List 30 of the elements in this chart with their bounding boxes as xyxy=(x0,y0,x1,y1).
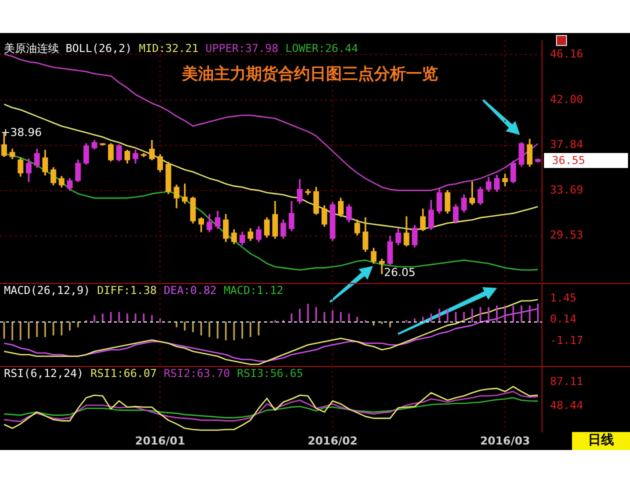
y-tick-label: 48.44 xyxy=(550,399,584,412)
y-tick-label: 37.84 xyxy=(550,138,584,152)
series-label: RSI1:66.07 xyxy=(90,367,157,380)
y-tick-label: 87.11 xyxy=(550,374,584,388)
y-tick-label: 1.45 xyxy=(550,291,576,304)
text: RSI3:56.65 xyxy=(236,367,304,380)
text: UPPER:37.98 xyxy=(205,42,278,55)
annotation: +38.96 xyxy=(1,126,42,139)
y-tick-label: 0.14 xyxy=(550,312,577,326)
chart-subtitle: RSI(6,12,24) xyxy=(4,367,84,380)
x-tick-label: 2016/01 xyxy=(135,434,186,448)
text: 日线 xyxy=(572,432,630,450)
series-label: MACD:1.12 xyxy=(224,284,284,297)
x-tick-label: 2016/02 xyxy=(308,434,358,448)
text: MID:32.21 xyxy=(138,42,198,55)
chart-subtitle: MACD(26,12,9) xyxy=(4,284,90,297)
y-tick-label: 33.69 xyxy=(550,183,584,196)
y-tick-label: 42.00 xyxy=(550,92,584,106)
text: 36.55 xyxy=(544,153,628,168)
y-tick-label: -1.17 xyxy=(550,334,584,347)
text: LOWER:26.44 xyxy=(285,42,358,55)
y-tick-label: 46.16 xyxy=(550,47,584,60)
text: 美油主力期货合约日图三点分析一览 xyxy=(180,64,439,85)
annotation: 26.05 xyxy=(384,266,416,279)
text: DIFF:1.38 xyxy=(97,284,157,297)
text: DEA:0.82 xyxy=(164,284,217,297)
x-tick-label: 2016/03 xyxy=(480,434,530,448)
chart-subtitle: 美原油连续 BOLL(26,2) xyxy=(4,41,132,56)
y-tick-label: 29.53 xyxy=(550,228,584,242)
text: RSI2:63.70 xyxy=(164,367,230,380)
